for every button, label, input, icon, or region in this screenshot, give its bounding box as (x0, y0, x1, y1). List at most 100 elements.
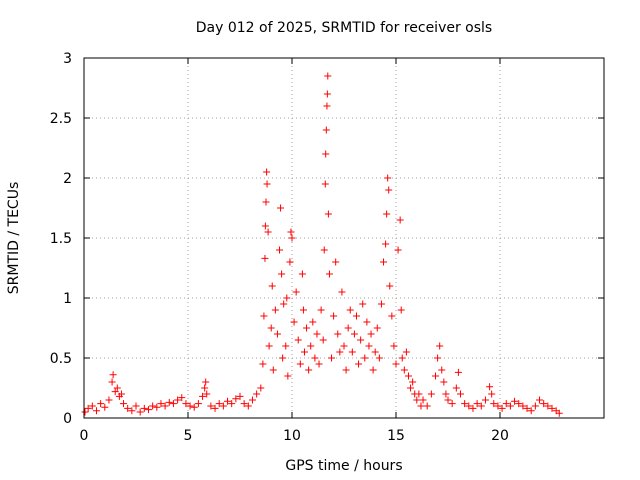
data-point (548, 404, 556, 412)
data-point (322, 126, 330, 134)
data-point (322, 150, 330, 158)
data-point (365, 342, 373, 350)
data-point (300, 348, 308, 356)
data-point (277, 204, 285, 212)
data-point (298, 270, 306, 278)
data-point (299, 306, 307, 314)
data-point (263, 168, 271, 176)
data-point (531, 402, 539, 410)
data-point (325, 270, 333, 278)
x-tick-label: 5 (184, 428, 193, 444)
data-point (108, 378, 116, 386)
data-point (536, 396, 544, 404)
data-point (456, 390, 464, 398)
data-point (309, 318, 317, 326)
data-point (284, 372, 292, 380)
data-points (81, 72, 563, 417)
data-point (490, 400, 498, 408)
data-point (320, 246, 328, 254)
data-point (396, 216, 404, 224)
data-point (263, 180, 271, 188)
data-point (111, 388, 119, 396)
data-point (313, 330, 321, 338)
data-point (417, 402, 425, 410)
data-point (385, 186, 393, 194)
data-point (380, 258, 388, 266)
data-point (140, 404, 148, 412)
data-point (413, 396, 421, 404)
chart-title: Day 012 of 2025, SRMTID for receiver osl… (196, 20, 492, 36)
data-point (136, 408, 144, 416)
data-point (211, 404, 219, 412)
data-point (473, 400, 481, 408)
data-point (117, 390, 125, 398)
data-point (261, 222, 269, 230)
data-point (338, 288, 346, 296)
data-point (257, 384, 265, 392)
data-point (169, 400, 177, 408)
data-point (190, 403, 198, 411)
data-point (397, 306, 405, 314)
data-point (144, 406, 152, 414)
data-point (113, 384, 121, 392)
data-point (109, 371, 117, 379)
data-point (555, 409, 563, 417)
y-tick-label: 0 (63, 411, 72, 427)
x-axis-ticks: 0 5 10 15 20 (80, 58, 509, 444)
y-tick-label: 0.5 (50, 351, 72, 367)
data-point (502, 400, 510, 408)
data-point (311, 354, 319, 362)
data-point (494, 402, 502, 410)
data-point (352, 312, 360, 320)
data-point (124, 404, 132, 412)
data-point (323, 102, 331, 110)
data-point (452, 384, 460, 392)
data-point (182, 400, 190, 408)
y-axis-ticks: 0 0.5 1 1.5 2 2.5 3 (50, 51, 604, 427)
data-point (330, 312, 338, 320)
data-point (149, 402, 157, 410)
data-point (261, 254, 269, 262)
y-tick-label: 3 (63, 51, 72, 67)
data-point (267, 324, 275, 332)
data-point (469, 404, 477, 412)
x-tick-label: 10 (283, 428, 301, 444)
data-point (336, 348, 344, 356)
data-point (92, 407, 100, 415)
data-point (359, 300, 367, 308)
data-point (278, 270, 286, 278)
data-point (157, 400, 165, 408)
data-point (444, 396, 452, 404)
data-point (527, 407, 535, 415)
data-point (415, 390, 423, 398)
data-point (265, 342, 273, 350)
data-point (271, 306, 279, 314)
data-point (268, 282, 276, 290)
data-point (383, 210, 391, 218)
data-point (394, 246, 402, 254)
data-point (400, 366, 408, 374)
data-point (332, 258, 340, 266)
data-point (438, 366, 446, 374)
data-point (432, 372, 440, 380)
data-point (540, 400, 548, 408)
data-point (344, 324, 352, 332)
data-point (388, 312, 396, 320)
data-point (292, 288, 300, 296)
data-point (477, 402, 485, 410)
data-point (392, 360, 400, 368)
data-point (377, 300, 385, 308)
data-point (215, 400, 223, 408)
data-point (88, 402, 96, 410)
data-point (506, 402, 514, 410)
data-point (511, 397, 519, 405)
data-point (153, 403, 161, 411)
data-point (324, 210, 332, 218)
data-point (282, 342, 290, 350)
data-point (324, 72, 332, 80)
data-point (178, 394, 186, 402)
data-point (375, 354, 383, 362)
data-point (203, 390, 211, 398)
data-point (382, 240, 390, 248)
